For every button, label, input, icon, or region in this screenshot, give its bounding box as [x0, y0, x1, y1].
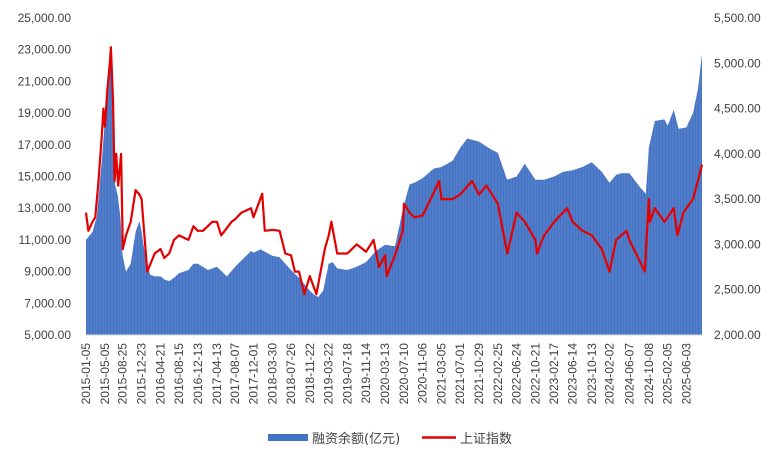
right-axis-tick-label: 3,000.00	[714, 237, 761, 251]
right-axis-tick-label: 2,000.00	[714, 328, 761, 342]
x-axis-tick-label: 2021-10-29	[472, 343, 486, 405]
x-axis-tick-label: 2018-07-26	[284, 343, 298, 405]
left-axis-tick-label: 17,000.00	[18, 138, 72, 152]
x-axis-tick-label: 2016-12-13	[191, 343, 205, 405]
x-axis-tick-label: 2019-11-14	[359, 343, 373, 404]
left-axis-tick-label: 9,000.00	[24, 265, 71, 279]
right-axis-tick-label: 2,500.00	[714, 283, 761, 297]
x-axis-tick-label: 2022-06-24	[510, 343, 524, 405]
x-axis-tick-label: 2024-06-07	[622, 343, 636, 405]
left-axis-ticks: 5,000.00 7,000.00 9,000.00 11,000.00 13,000.…	[18, 11, 72, 342]
right-axis-ticks: 2,000.00 2,500.00 3,000.00 3,500.00 4,000.00…	[714, 11, 761, 342]
right-axis-tick-label: 4,500.00	[714, 102, 761, 116]
x-axis-tick-label: 2019-03-22	[322, 343, 336, 405]
x-axis-tick-label: 2021-07-01	[453, 343, 467, 405]
x-axis-tick-label: 2017-04-13	[210, 343, 224, 405]
x-axis-tick-label: 2020-07-10	[397, 343, 411, 405]
x-axis-tick-label: 2016-04-21	[154, 343, 168, 405]
legend-swatch-margin-balance	[268, 434, 308, 441]
x-axis-ticks: 2015-01-05 2015-05-05 2015-08-25 2015-12-23…	[79, 343, 693, 405]
left-axis-tick-label: 21,000.00	[18, 74, 72, 88]
x-axis-tick-label: 2018-11-22	[303, 343, 317, 404]
right-axis-tick-label: 4,000.00	[714, 147, 761, 161]
shanghai-index-line	[84, 46, 704, 296]
x-axis-tick-label: 2021-03-05	[434, 343, 448, 405]
x-axis-tick-label: 2020-03-13	[378, 343, 392, 405]
x-axis-tick-label: 2018-03-30	[265, 343, 279, 405]
x-axis-tick-label: 2025-06-03	[679, 343, 693, 405]
left-axis-tick-label: 7,000.00	[24, 296, 71, 310]
x-axis-tick-label: 2020-11-06	[416, 343, 430, 404]
x-axis-tick-label: 2015-05-05	[98, 343, 112, 405]
x-axis-tick-label: 2015-01-05	[79, 343, 93, 405]
x-axis-tick-label: 2023-02-17	[547, 343, 561, 405]
right-axis-tick-label: 3,500.00	[714, 192, 761, 206]
x-axis-tick-label: 2023-06-14	[566, 343, 580, 405]
x-axis-tick-label: 2017-12-01	[247, 343, 261, 405]
legend-label-shanghai-index: 上证指数	[460, 432, 512, 447]
x-axis-tick-label: 2022-02-25	[491, 343, 505, 405]
right-axis-tick-label: 5,500.00	[714, 11, 761, 25]
left-axis-tick-label: 19,000.00	[18, 106, 72, 120]
x-axis-tick-label: 2024-02-02	[602, 343, 616, 405]
left-axis-tick-label: 15,000.00	[18, 170, 72, 184]
x-axis-tick-label: 2015-08-25	[116, 343, 130, 405]
x-axis-tick-label: 2017-08-07	[228, 343, 242, 405]
x-axis-tick-label: 2023-10-13	[585, 343, 599, 405]
left-axis-tick-label: 13,000.00	[18, 201, 72, 215]
x-axis-tick-label: 2015-12-23	[135, 343, 149, 405]
x-axis-tick-label: 2016-08-15	[172, 343, 186, 405]
left-axis-tick-label: 25,000.00	[18, 11, 72, 25]
left-axis-tick-label: 11,000.00	[19, 233, 72, 247]
x-axis-tick-label: 2024-10-08	[642, 343, 656, 405]
legend-label-margin-balance: 融资余额(亿元)	[312, 431, 400, 447]
margin-balance-area	[86, 54, 702, 335]
left-axis-tick-label: 23,000.00	[18, 43, 72, 57]
x-axis-tick-label: 2025-02-05	[661, 343, 675, 405]
x-axis-tick-label: 2019-07-18	[340, 343, 354, 405]
left-axis-tick-label: 5,000.00	[24, 328, 71, 342]
right-axis-tick-label: 5,000.00	[714, 56, 761, 70]
x-axis-tick-label: 2022-10-21	[528, 343, 542, 405]
legend: 融资余额(亿元) 上证指数	[268, 431, 512, 447]
